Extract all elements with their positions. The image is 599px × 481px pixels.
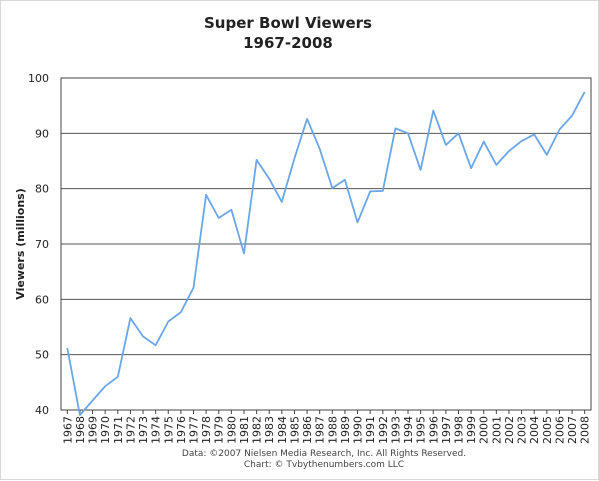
y-tick-label: 90 (35, 127, 49, 140)
x-tick-label: 1986 (301, 416, 314, 444)
x-tick-label: 1999 (465, 416, 478, 444)
x-tick-label: 1969 (87, 416, 100, 444)
x-tick-label: 2003 (516, 416, 529, 444)
y-tick-label: 100 (28, 72, 49, 85)
x-tick-label: 1975 (162, 416, 175, 444)
x-tick-label: 1970 (99, 416, 112, 444)
x-tick-label: 1991 (364, 416, 377, 444)
x-tick-label: 2007 (566, 416, 579, 444)
x-tick-label: 1998 (453, 416, 466, 444)
x-tick-label: 1978 (200, 416, 213, 444)
y-tick-label: 70 (35, 238, 49, 251)
x-tick-label: 1967 (61, 416, 74, 444)
x-tick-label: 1981 (238, 416, 251, 444)
x-tick-label: 2006 (553, 416, 566, 444)
x-tick-label: 1974 (150, 416, 163, 444)
x-tick-label: 1985 (288, 416, 301, 444)
y-tick-label: 50 (35, 349, 49, 362)
x-tick-label: 2004 (528, 416, 541, 444)
y-tick-label: 60 (35, 293, 49, 306)
x-tick-label: 1997 (440, 416, 453, 444)
x-tick-label: 1977 (188, 416, 201, 444)
y-axis-label: Viewers (millions) (14, 188, 27, 300)
x-tick-label: 1993 (389, 416, 402, 444)
x-tick-label: 1982 (251, 416, 264, 444)
x-tick-label: 1971 (112, 416, 125, 444)
x-tick-label: 2001 (490, 416, 503, 444)
x-tick-label: 1987 (314, 416, 327, 444)
x-tick-label: 1972 (124, 416, 137, 444)
x-tick-label: 1996 (427, 416, 440, 444)
x-tick-label: 1973 (137, 416, 150, 444)
x-tick-label: 2008 (579, 416, 592, 444)
y-tick-label: 40 (35, 404, 49, 417)
x-tick-label: 1984 (276, 416, 289, 444)
chart-subtitle: 1967-2008 (243, 34, 333, 52)
x-tick-label: 1990 (352, 416, 365, 444)
plot-frame (60, 77, 592, 411)
x-tick-label: 1988 (326, 416, 339, 444)
x-tick-label: 1968 (74, 416, 87, 444)
x-tick-label: 1983 (263, 416, 276, 444)
x-tick-label: 2002 (503, 416, 516, 444)
chart-title: Super Bowl Viewers (204, 14, 372, 32)
x-tick-label: 1976 (175, 416, 188, 444)
x-tick-label: 2005 (541, 416, 554, 444)
y-tick-label: 80 (35, 183, 49, 196)
x-tick-label: 2000 (478, 416, 491, 444)
series-line (66, 91, 586, 416)
x-tick-label: 1994 (402, 416, 415, 444)
x-tick-label: 1992 (377, 416, 390, 444)
x-tick-label: 1989 (339, 416, 352, 444)
x-tick-label: 1979 (213, 416, 226, 444)
footer-data-credit: Data: ©2007 Nielsen Media Research, Inc.… (182, 449, 466, 459)
x-tick-label: 1995 (415, 416, 428, 444)
x-tick-label: 1980 (225, 416, 238, 444)
footer-chart-credit: Chart: © Tvbythenumbers.com LLC (244, 460, 404, 470)
